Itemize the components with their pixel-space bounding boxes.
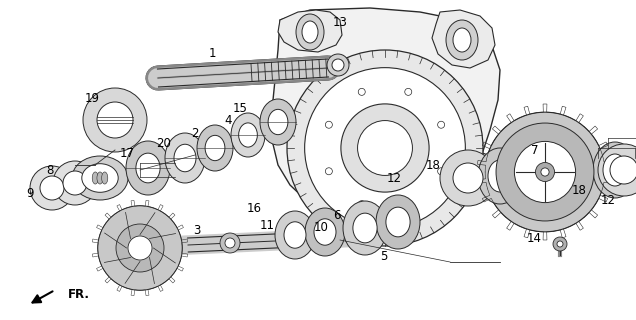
Circle shape [128,236,152,260]
Circle shape [536,163,555,181]
Text: 9: 9 [26,187,34,199]
Text: 19: 19 [85,92,99,105]
Ellipse shape [488,160,512,192]
Text: 12: 12 [387,172,401,185]
Circle shape [40,176,64,200]
Text: 5: 5 [380,250,388,262]
Ellipse shape [314,219,336,245]
Text: 7: 7 [531,143,539,156]
Text: 14: 14 [527,231,541,244]
Circle shape [53,161,97,205]
Circle shape [341,104,429,192]
Circle shape [220,233,240,253]
Circle shape [63,171,87,195]
Text: 18: 18 [572,183,586,196]
Ellipse shape [72,156,128,200]
Text: 20: 20 [156,137,172,149]
Circle shape [438,168,445,175]
Circle shape [225,238,235,248]
Circle shape [30,166,74,210]
Circle shape [326,121,333,128]
Circle shape [116,224,164,272]
Text: 8: 8 [46,164,53,177]
Ellipse shape [260,99,296,145]
Text: 1: 1 [208,46,216,60]
Ellipse shape [603,154,627,186]
Ellipse shape [593,142,636,198]
Text: 18: 18 [425,158,441,172]
Circle shape [287,50,483,246]
Circle shape [98,206,183,290]
Text: 13: 13 [333,15,347,28]
Circle shape [332,59,344,71]
Ellipse shape [353,213,377,243]
Polygon shape [272,8,500,225]
Circle shape [357,121,412,175]
Circle shape [97,102,133,138]
Circle shape [553,237,567,251]
Ellipse shape [478,148,522,204]
Circle shape [305,68,466,228]
Circle shape [438,121,445,128]
Ellipse shape [174,144,196,172]
Ellipse shape [197,125,233,171]
Ellipse shape [446,20,478,60]
Ellipse shape [82,164,118,192]
Ellipse shape [376,195,420,249]
Ellipse shape [305,208,345,256]
Ellipse shape [453,28,471,52]
Circle shape [485,112,605,232]
Circle shape [327,54,349,76]
Circle shape [557,241,563,247]
Ellipse shape [296,14,324,50]
Ellipse shape [302,21,318,43]
Circle shape [404,201,411,208]
Circle shape [515,141,576,203]
Circle shape [496,123,594,221]
Text: 16: 16 [247,202,261,214]
Text: 2: 2 [191,126,198,140]
Circle shape [598,144,636,196]
Ellipse shape [386,207,410,237]
Text: 4: 4 [225,114,232,126]
Ellipse shape [343,201,387,255]
Ellipse shape [136,153,160,183]
Text: 11: 11 [259,219,275,231]
Ellipse shape [102,172,107,184]
Ellipse shape [268,109,288,135]
Ellipse shape [275,211,315,259]
Circle shape [541,168,549,176]
Ellipse shape [126,141,170,195]
Ellipse shape [466,166,482,188]
Circle shape [83,88,147,152]
Circle shape [440,150,496,206]
Circle shape [404,88,411,95]
Ellipse shape [284,222,306,248]
Circle shape [358,88,365,95]
Text: 15: 15 [233,101,247,115]
Polygon shape [432,10,495,68]
Ellipse shape [165,133,205,183]
Text: 6: 6 [333,209,341,221]
Circle shape [610,156,636,184]
Ellipse shape [460,159,488,195]
Text: FR.: FR. [68,289,90,301]
Ellipse shape [97,172,103,184]
Text: 17: 17 [120,147,134,159]
Circle shape [358,201,365,208]
Text: 10: 10 [314,220,328,234]
Polygon shape [450,152,500,196]
Ellipse shape [231,113,265,157]
Text: 12: 12 [600,194,616,206]
Ellipse shape [238,123,258,147]
Ellipse shape [92,172,99,184]
Polygon shape [278,10,342,52]
Circle shape [326,168,333,175]
Ellipse shape [205,135,225,161]
Text: 3: 3 [193,223,201,236]
Circle shape [453,163,483,193]
